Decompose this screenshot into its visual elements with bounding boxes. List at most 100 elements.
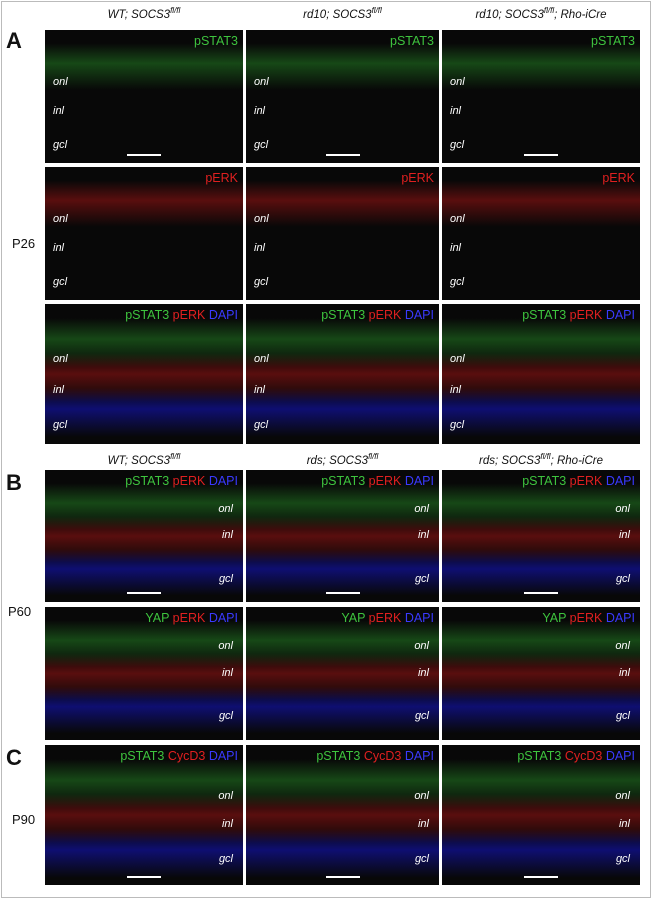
stain-name: DAPI [404,749,434,763]
layer-label: gcl [218,572,233,585]
stain-name: pSTAT3 [120,749,165,763]
stain-name: pERK [368,474,402,488]
micrograph: YAP pERK DAPI onl inl gcl [442,607,640,740]
layer-label: gcl [615,710,630,723]
layer-label: inl [221,529,233,541]
layer-label: onl [218,502,233,515]
header-text: rds; SOCS3 [479,454,541,467]
layer-label: onl [218,639,233,652]
layer-label: onl [53,353,68,365]
header-text: rds; SOCS3 [306,454,369,467]
micrograph: pERK onl inl gcl [45,167,243,300]
stain-name: pSTAT3 [321,308,366,322]
stain-name: pERK [205,171,238,185]
header-sup: fl/fl [368,452,379,461]
micrograph: pSTAT3 pERK DAPI onl inl gcl [246,304,439,444]
layer-label: inl [417,666,429,679]
stain-name: pSTAT3 [522,308,567,322]
layer-label: onl [53,213,68,226]
stain-name: pSTAT3 [517,749,562,763]
stain-name: pERK [172,474,206,488]
column-header: rds; SOCS3fl/fl; Rho-iCre [442,452,640,467]
micrograph: pSTAT3 pERK DAPI onl inl gcl [45,470,243,602]
micrograph: pSTAT3 onl inl gcl [246,30,439,163]
layer-label: onl [615,639,630,652]
row-label: P60 [8,604,32,619]
stain-label: pERK [205,171,238,185]
layer-label: inl [254,383,266,396]
layer-label: gcl [53,275,68,288]
row-label: P90 [12,812,36,827]
stain-name: YAP [145,611,170,625]
layer-label: onl [615,789,630,802]
scale-bar [325,876,360,878]
layer-label: onl [53,76,68,89]
scale-bar [524,876,558,878]
column-header: WT; SOCS3fl/fl [45,6,243,21]
layer-label: inl [450,383,462,396]
stain-name: DAPI [605,611,635,625]
scale-bar [127,154,161,156]
layer-label: inl [417,817,429,830]
scale-bar [127,592,161,594]
layer-label: gcl [450,418,465,431]
stain-label: pSTAT3 CycD3 DAPI [316,749,434,763]
stain-label: pSTAT3 pERK DAPI [522,308,635,322]
stain-name: DAPI [605,474,635,488]
column-header: rd10; SOCS3fl/fl [246,6,439,21]
layer-label: inl [221,666,233,679]
micrograph: pERK onl inl gcl [442,167,640,300]
stain-name: pSTAT3 [316,749,361,763]
layer-label: gcl [414,852,429,865]
layer-label: inl [417,529,429,541]
layer-label: gcl [414,710,429,723]
micrograph: YAP pERK DAPI onl inl gcl [45,607,243,740]
layer-label: onl [254,76,269,89]
header-sup: fl/fl [540,452,551,461]
header-sup: fl/fl [543,6,555,15]
layer-label: inl [450,105,462,118]
layer-label: inl [53,383,65,396]
header-tail: ; Rho-iCre [554,8,607,21]
stain-name: DAPI [208,474,238,488]
stain-label: pSTAT3 [194,34,238,48]
layer-label: onl [450,353,465,365]
stain-name: pSTAT3 [591,34,635,48]
stain-label: YAP pERK DAPI [341,611,434,625]
layer-label: inl [450,242,462,255]
layer-label: inl [53,242,65,255]
layer-label: onl [450,76,465,89]
panel-letter: B [6,470,22,495]
header-sup: fl/fl [170,452,181,461]
micrograph: pSTAT3 CycD3 DAPI onl inl gcl [45,745,243,885]
stain-label: pSTAT3 CycD3 DAPI [120,749,238,763]
stain-name: pSTAT3 [125,474,170,488]
layer-label: inl [618,666,630,679]
stain-name: DAPI [208,308,238,322]
stain-name: DAPI [208,749,238,763]
stain-name: pERK [172,308,206,322]
stain-name: pSTAT3 [522,474,567,488]
column-header: rds; SOCS3fl/fl [246,452,439,467]
stain-name: CycD3 [363,749,402,763]
column-header: WT; SOCS3fl/fl [45,452,243,467]
micrograph: pSTAT3 CycD3 DAPI onl inl gcl [246,745,439,885]
stain-label: pSTAT3 pERK DAPI [125,308,238,322]
header-text: rd10; SOCS3 [303,8,372,21]
layer-label: onl [254,353,269,365]
stain-name: DAPI [404,474,434,488]
layer-label: inl [53,105,65,118]
stain-name: DAPI [605,749,635,763]
stain-label: pSTAT3 CycD3 DAPI [517,749,635,763]
stain-name: DAPI [404,611,434,625]
layer-label: gcl [615,572,630,585]
scale-bar [325,592,360,594]
micrograph: YAP pERK DAPI onl inl gcl [246,607,439,740]
scale-bar [127,876,161,878]
stain-label: YAP pERK DAPI [145,611,238,625]
stain-label: YAP pERK DAPI [542,611,635,625]
layer-label: gcl [615,852,630,865]
stain-name: pERK [368,611,402,625]
stain-name: CycD3 [564,749,603,763]
header-text: WT; SOCS3 [107,454,171,467]
